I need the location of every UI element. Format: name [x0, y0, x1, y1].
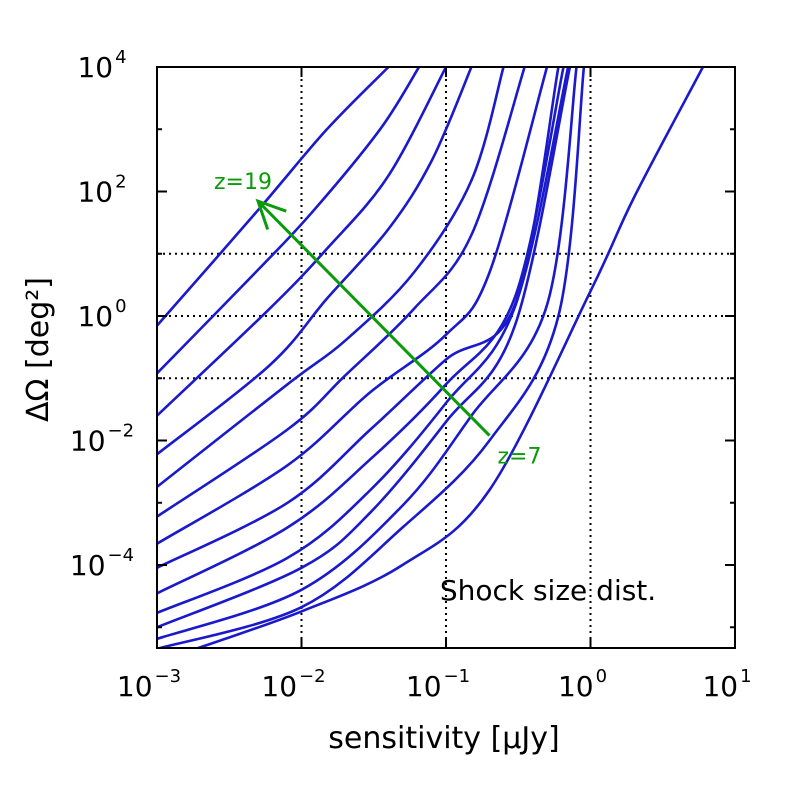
- arrow-shaft: [256, 200, 491, 437]
- y-tick-label: 10 −2: [70, 421, 134, 458]
- series-line-6: [157, 67, 526, 518]
- series-line-4: [157, 67, 473, 456]
- y-tick-exponent: −4: [108, 545, 135, 566]
- x-tick-label: 10 −2: [261, 666, 325, 703]
- series-line-7: [157, 67, 549, 545]
- redshift-arrow: z=19 z=7: [214, 170, 541, 469]
- axis-ticks: [156, 66, 736, 648]
- grid-lines: [157, 67, 735, 648]
- y-tick-exponent: 4: [115, 47, 126, 68]
- series-lines: [157, 67, 705, 648]
- x-tick-label: 10 1: [702, 666, 751, 703]
- series-line-9: [157, 67, 565, 595]
- series-line-5: [157, 67, 505, 488]
- y-axis-label: ΔΩ [deg²]: [21, 277, 56, 422]
- series-line-14: [194, 67, 705, 648]
- x-tick-exponent: −2: [299, 666, 326, 687]
- series-line-1: [157, 67, 390, 327]
- x-tick-exponent: −1: [444, 666, 471, 687]
- y-tick-label: 10 2: [77, 172, 126, 209]
- y-tick-label: 10 4: [77, 47, 126, 84]
- x-tick-labels: 10 −3 10 −2 10 −1 10 0 10 1: [117, 666, 752, 703]
- arrow-head: [255, 198, 287, 231]
- series-line-11: [157, 67, 572, 629]
- series-line-12: [157, 67, 578, 641]
- x-tick-exponent: 1: [740, 666, 751, 687]
- y-tick-label: 10 0: [77, 296, 126, 333]
- series-line-3: [157, 67, 448, 417]
- x-axis-label: sensitivity [μJy]: [328, 721, 559, 756]
- x-tick-label: 10 −1: [406, 666, 470, 703]
- x-tick-exponent: 0: [596, 666, 607, 687]
- series-line-13: [157, 67, 586, 648]
- x-tick-exponent: −3: [155, 666, 182, 687]
- series-line-2: [157, 67, 421, 375]
- annotation-shock-size: Shock size dist.: [440, 574, 656, 607]
- y-tick-exponent: 0: [115, 296, 126, 317]
- y-tick-exponent: 2: [115, 172, 126, 193]
- y-tick-label: 10 −4: [70, 545, 134, 582]
- arrow-label-z7: z=7: [498, 445, 542, 470]
- x-tick-label: 10 0: [558, 666, 607, 703]
- y-tick-exponent: −2: [108, 421, 135, 442]
- series-line-10: [157, 67, 570, 615]
- x-tick-label: 10 −3: [117, 666, 181, 703]
- arrow-label-z19: z=19: [214, 170, 272, 195]
- series-line-8: [157, 67, 560, 569]
